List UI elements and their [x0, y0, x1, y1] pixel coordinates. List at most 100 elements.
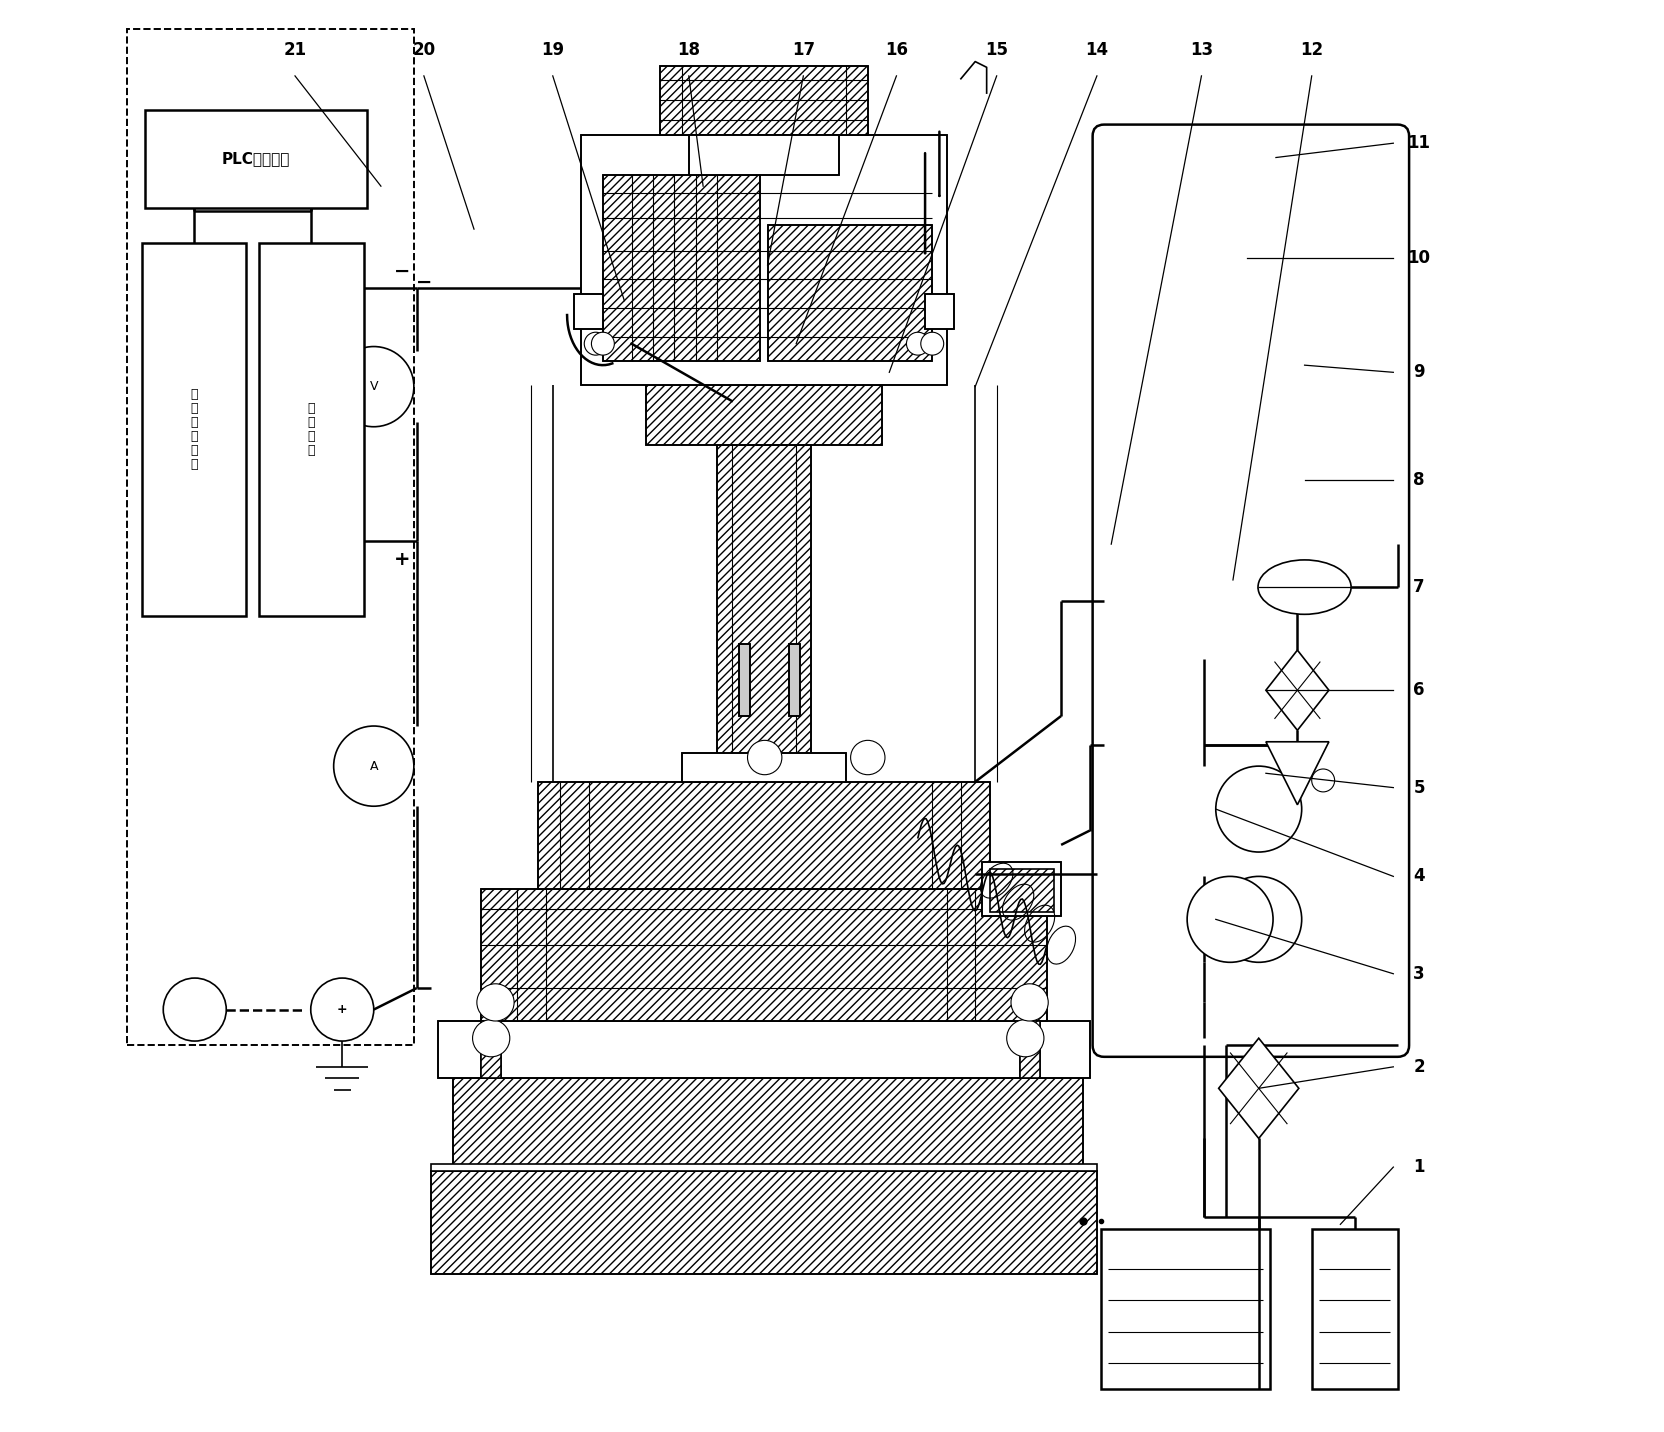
Text: 5: 5 [1413, 779, 1424, 796]
Text: −: − [394, 262, 411, 281]
Polygon shape [1266, 650, 1330, 730]
Bar [789, 644, 800, 716]
Bar [990, 869, 1053, 912]
Bar [438, 1021, 1090, 1078]
Text: −: − [416, 272, 433, 292]
Bar [128, 29, 414, 1045]
Bar [539, 782, 990, 889]
Circle shape [1216, 876, 1301, 962]
Bar [689, 135, 839, 175]
Circle shape [591, 332, 614, 355]
Circle shape [920, 332, 943, 355]
Bar [453, 1078, 1083, 1171]
Circle shape [473, 1020, 509, 1057]
Bar [453, 1078, 1083, 1171]
Text: 12: 12 [1300, 42, 1323, 59]
Circle shape [850, 740, 885, 775]
Text: 17: 17 [792, 42, 815, 59]
Text: 3: 3 [1413, 965, 1424, 982]
Circle shape [907, 332, 930, 355]
Bar [767, 225, 932, 361]
Text: 18: 18 [677, 42, 701, 59]
Bar [661, 66, 869, 135]
Circle shape [163, 978, 226, 1041]
Bar [689, 135, 839, 175]
Text: +: + [336, 1002, 348, 1017]
Bar [1020, 1021, 1040, 1078]
Text: 11: 11 [1408, 135, 1431, 152]
Text: 7: 7 [1413, 579, 1424, 596]
Circle shape [1311, 769, 1335, 792]
Circle shape [747, 740, 782, 775]
Bar [925, 294, 953, 329]
Bar [646, 385, 882, 445]
Bar [431, 1171, 1097, 1274]
Bar [1020, 1021, 1040, 1078]
Bar [717, 445, 810, 782]
Bar [602, 175, 760, 361]
Text: PLC控制系统: PLC控制系统 [221, 152, 290, 166]
Circle shape [1012, 984, 1048, 1021]
Circle shape [1186, 876, 1273, 962]
Bar [481, 1021, 501, 1078]
Text: 1: 1 [1413, 1158, 1424, 1176]
Bar [260, 243, 364, 616]
Text: 14: 14 [1085, 42, 1108, 59]
Circle shape [478, 984, 514, 1021]
Bar [661, 66, 869, 135]
Text: 2: 2 [1413, 1058, 1424, 1075]
Bar [982, 862, 1062, 916]
Ellipse shape [1258, 560, 1351, 614]
Bar [682, 753, 847, 782]
Bar [581, 135, 947, 385]
Bar [717, 445, 810, 782]
Polygon shape [1266, 742, 1330, 805]
Bar [739, 644, 750, 716]
Circle shape [1216, 766, 1301, 852]
Bar [431, 1164, 1097, 1171]
Text: 脉
冲
电
源: 脉 冲 电 源 [308, 402, 314, 457]
Bar [574, 294, 602, 329]
Bar [646, 385, 882, 445]
Circle shape [584, 332, 607, 355]
Bar [481, 889, 1047, 1021]
Text: 13: 13 [1190, 42, 1213, 59]
Text: 4: 4 [1413, 868, 1424, 885]
Bar [431, 1171, 1097, 1274]
Text: 19: 19 [541, 42, 564, 59]
Bar [539, 782, 990, 889]
Circle shape [1007, 1020, 1043, 1057]
Bar [574, 294, 602, 329]
Text: A: A [369, 759, 378, 773]
Text: 16: 16 [885, 42, 909, 59]
Circle shape [334, 347, 414, 427]
Text: 快
速
短
路
保
护: 快 速 短 路 保 护 [190, 388, 198, 471]
Bar [682, 753, 847, 782]
Text: 6: 6 [1413, 682, 1424, 699]
Bar [925, 294, 953, 329]
Bar [145, 110, 366, 208]
Bar [1102, 1229, 1270, 1389]
Text: 8: 8 [1413, 471, 1424, 488]
Text: 20: 20 [413, 42, 436, 59]
Text: 21: 21 [283, 42, 306, 59]
Bar [602, 175, 760, 361]
Bar [767, 225, 932, 361]
Circle shape [334, 726, 414, 806]
Text: 10: 10 [1408, 249, 1431, 266]
Bar [739, 644, 750, 716]
Bar [141, 243, 246, 616]
Polygon shape [1218, 1038, 1300, 1138]
Text: +: + [394, 550, 411, 570]
Bar [581, 135, 947, 385]
Text: 9: 9 [1413, 364, 1424, 381]
Bar [481, 889, 1047, 1021]
Bar [789, 644, 800, 716]
Bar [438, 1021, 1090, 1078]
Bar [1311, 1229, 1398, 1389]
Bar [982, 862, 1062, 916]
Circle shape [311, 978, 374, 1041]
Bar [481, 1021, 501, 1078]
Text: 15: 15 [985, 42, 1008, 59]
Text: V: V [369, 379, 378, 394]
